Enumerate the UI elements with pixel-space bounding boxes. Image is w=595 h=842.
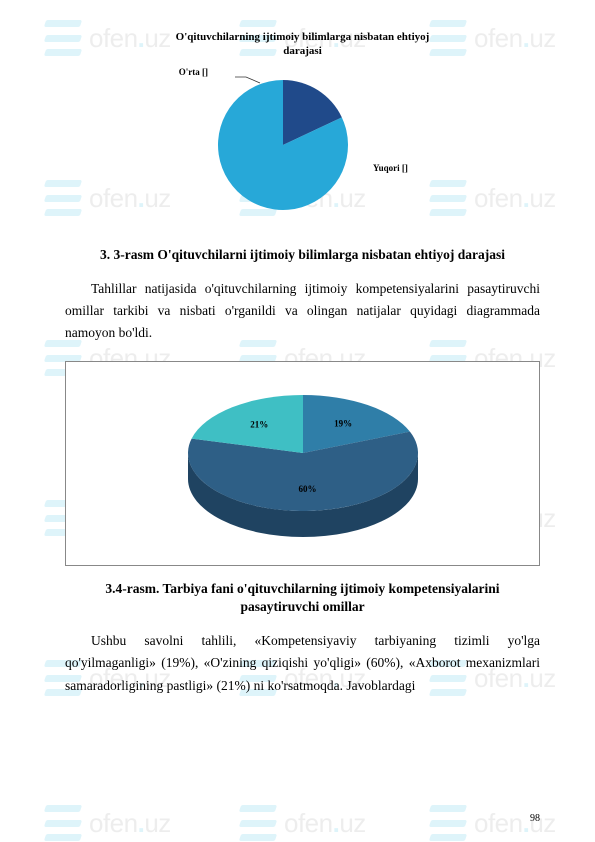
paragraph-2: Ushbu savolni tahlili, «Kompetensiyaviy … [65, 630, 540, 697]
svg-text:21%: 21% [250, 420, 268, 430]
caption-chart1: 3. 3-rasm O'qituvchilarni ijtimoiy bilim… [65, 246, 540, 264]
svg-text:O'rta []: O'rta [] [178, 67, 207, 77]
svg-text:19%: 19% [334, 418, 352, 428]
page-number: 98 [530, 813, 540, 824]
chart1-title-line2: darajasi [283, 45, 322, 57]
svg-text:Yuqori []: Yuqori [] [373, 163, 408, 173]
svg-text:60%: 60% [298, 484, 316, 494]
chart1-title: O'qituvchilarning ijtimoiy bilimlarga ni… [65, 30, 540, 59]
caption2-line2: pasaytiruvchi omillar [240, 599, 364, 614]
chart1-pie: O'rta [] Yuqori [] [138, 63, 468, 228]
chart1-container: O'qituvchilarning ijtimoiy bilimlarga ni… [65, 30, 540, 228]
chart1-title-line1: O'qituvchilarning ijtimoiy bilimlarga ni… [176, 31, 430, 43]
page-content: O'qituvchilarning ijtimoiy bilimlarga ni… [0, 0, 595, 697]
chart2-pie3d: 19% 60% 21% [138, 368, 468, 558]
paragraph-1: Tahlillar natijasida o'qituvchilarning i… [65, 278, 540, 345]
caption2-line1: 3.4-rasm. Tarbiya fani o'qituvchilarning… [105, 581, 499, 596]
caption-chart2: 3.4-rasm. Tarbiya fani o'qituvchilarning… [65, 580, 540, 616]
chart2-container: 19% 60% 21% [65, 361, 540, 566]
